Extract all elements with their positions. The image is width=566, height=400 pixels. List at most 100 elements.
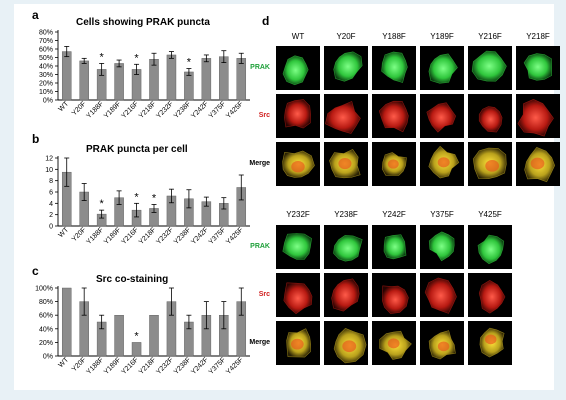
x-tick-label-Y242F: Y242F (190, 100, 210, 120)
x-tick-label-Y216F: Y216F (120, 100, 140, 120)
column-label-Y20F: Y20F (336, 32, 356, 41)
cell-image-merge (333, 327, 367, 364)
panel-letter-a: a (32, 8, 39, 22)
row-label-merge: Merge (249, 339, 270, 346)
significance-star: * (152, 192, 157, 204)
image-tile-Y189F-merge (420, 142, 464, 186)
row-label-prak: PRAK (250, 243, 270, 250)
image-tile-WT-merge (276, 142, 320, 186)
cell-image-src (331, 278, 360, 312)
x-tick-label-Y232F: Y232F (155, 100, 175, 120)
y-tick-label: 70% (39, 38, 53, 45)
image-tile-Y242F-src (372, 273, 416, 317)
y-tick-label: 20% (39, 340, 53, 347)
column-label-Y425F: Y425F (478, 210, 502, 219)
image-tile-Y238F-src (324, 273, 368, 317)
image-tile-Y216F-src (468, 94, 512, 138)
image-tile-Y425F-src (468, 273, 512, 317)
cell-image-prak (282, 233, 312, 260)
cell-image-merge (381, 152, 407, 176)
cell-image-src (424, 277, 457, 314)
cell-image-prak (381, 51, 408, 83)
column-label-Y375F: Y375F (430, 210, 454, 219)
row-label-merge: Merge (249, 160, 270, 167)
cell-image-merge (479, 327, 505, 358)
y-tick-label: 10% (39, 89, 53, 96)
image-tile-Y188F-prak (372, 46, 416, 90)
y-tick-label: 100% (35, 286, 53, 293)
significance-star: * (187, 57, 192, 69)
image-tile-Y216F-prak (468, 46, 512, 90)
x-tick-label-Y238F: Y238F (173, 226, 193, 246)
image-tile-Y232F-merge (276, 321, 320, 365)
image-tile-Y238F-prak (324, 225, 368, 269)
image-tile-Y189F-src (420, 94, 464, 138)
cell-image-merge (428, 145, 460, 179)
significance-star: * (99, 198, 104, 210)
y-tick-label: 30% (39, 72, 53, 79)
x-tick-label-Y375F: Y375F (208, 356, 228, 376)
image-tile-Y238F-merge (324, 321, 368, 365)
bar-WT (61, 51, 72, 101)
significance-star: * (134, 330, 139, 342)
x-tick-label-Y238F: Y238F (173, 100, 193, 120)
image-tile-Y232F-prak (276, 225, 320, 269)
x-tick-label-Y216F: Y216F (120, 356, 140, 376)
x-tick-label-Y218F: Y218F (138, 226, 158, 246)
cell-image-prak (383, 234, 407, 260)
y-tick-label: 0% (43, 98, 53, 105)
y-tick-label: 60% (39, 313, 53, 320)
cell-image-src (426, 102, 457, 133)
y-tick-label: 12 (45, 156, 53, 163)
bar-Y189F (114, 315, 124, 357)
x-tick-label-Y425F: Y425F (225, 356, 245, 376)
x-tick-label-Y238F: Y238F (173, 356, 193, 376)
x-tick-label-Y188F: Y188F (86, 100, 106, 120)
image-tile-Y425F-prak (468, 225, 512, 269)
cell-image-prak (428, 231, 455, 262)
x-tick-label-Y375F: Y375F (208, 100, 228, 120)
column-label-Y189F: Y189F (430, 32, 454, 41)
chart-a-title: Cells showing PRAK puncta (76, 17, 210, 28)
image-tile-Y218F-prak (516, 46, 560, 90)
panel-letter-c: c (32, 264, 39, 278)
y-tick-label: 60% (39, 47, 53, 54)
x-tick-label-Y242F: Y242F (190, 356, 210, 376)
y-tick-label: 10 (45, 167, 53, 174)
cell-image-merge (428, 330, 456, 360)
y-tick-label: 50% (39, 55, 53, 62)
bar-Y242F (201, 58, 212, 101)
cell-image-merge (286, 328, 312, 358)
y-tick-label: 8 (49, 178, 53, 185)
image-tile-Y188F-merge (372, 142, 416, 186)
y-tick-label: 4 (49, 201, 53, 208)
image-tile-Y425F-merge (468, 321, 512, 365)
cell-image-prak (333, 51, 363, 82)
cell-image-prak (333, 235, 363, 262)
bar-Y218F (149, 315, 159, 357)
bar-Y216F (131, 342, 142, 357)
chart-c-title: Src co-staining (96, 274, 169, 285)
cell-image-merge (329, 149, 361, 179)
cell-image-merge (472, 147, 507, 179)
image-tile-Y188F-src (372, 94, 416, 138)
x-tick-label-Y232F: Y232F (155, 226, 175, 246)
cell-image-src (381, 285, 409, 314)
x-tick-label-Y218F: Y218F (138, 100, 158, 120)
y-tick-label: 80% (39, 30, 53, 37)
cell-image-prak (282, 55, 309, 86)
bar-Y20F (79, 60, 89, 101)
y-tick-label: 40% (39, 326, 53, 333)
column-label-Y188F: Y188F (382, 32, 406, 41)
image-tile-Y375F-src (420, 273, 464, 317)
x-tick-label-WT: WT (57, 226, 70, 239)
significance-star: * (134, 52, 139, 64)
x-tick-label-Y216F: Y216F (120, 226, 140, 246)
x-tick-label-Y218F: Y218F (138, 356, 158, 376)
x-tick-label-Y375F: Y375F (208, 226, 228, 246)
chart-c: 0%20%40%60%80%100%WT Y20FY188FY189F*Y216F… (35, 286, 250, 376)
y-tick-label: 2 (49, 212, 53, 219)
x-tick-label-WT: WT (57, 356, 70, 369)
column-label-Y238F: Y238F (334, 210, 358, 219)
image-tile-WT-prak (276, 46, 320, 90)
